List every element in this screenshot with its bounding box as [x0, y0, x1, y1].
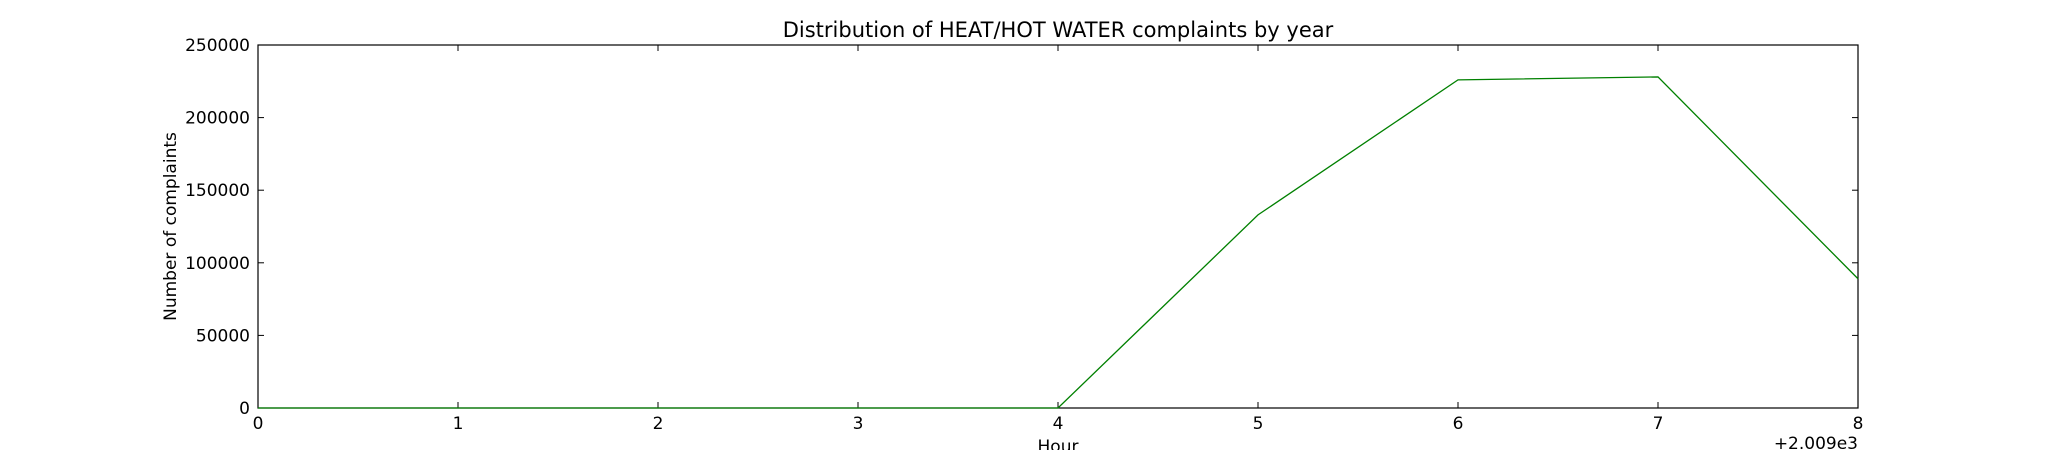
y-axis-label: Number of complaints	[161, 132, 181, 321]
y-tick-label: 50000	[196, 326, 250, 346]
x-tick-label: 1	[453, 414, 464, 434]
x-tick-label: 8	[1853, 414, 1864, 434]
plot-area-frame	[257, 44, 1859, 409]
x-tick-label: 7	[1653, 414, 1664, 434]
series-group	[258, 76, 1859, 409]
x-axis-label: Hour	[1038, 437, 1079, 450]
y-axis-ticks: 0 50000 100000 150000 200000 250000	[185, 36, 1858, 419]
y-tick-label: 200000	[185, 109, 250, 129]
y-tick-label: 0	[239, 399, 250, 419]
x-axis-offset-label: +2.009e3	[1774, 434, 1858, 450]
x-axis-ticks: 0 1 2 3 4 5 6 7 8	[253, 45, 1864, 434]
x-tick-label: 0	[253, 414, 264, 434]
y-tick-label: 250000	[185, 36, 250, 56]
x-tick-label: 5	[1253, 414, 1264, 434]
x-tick-label: 3	[853, 414, 864, 434]
x-tick-label: 4	[1053, 414, 1064, 434]
chart-title: Distribution of HEAT/HOT WATER complaint…	[783, 18, 1334, 42]
x-tick-label: 6	[1453, 414, 1464, 434]
series-line	[258, 76, 1859, 409]
y-tick-label: 150000	[185, 181, 250, 201]
y-tick-label: 100000	[185, 254, 250, 274]
x-tick-label: 2	[653, 414, 664, 434]
